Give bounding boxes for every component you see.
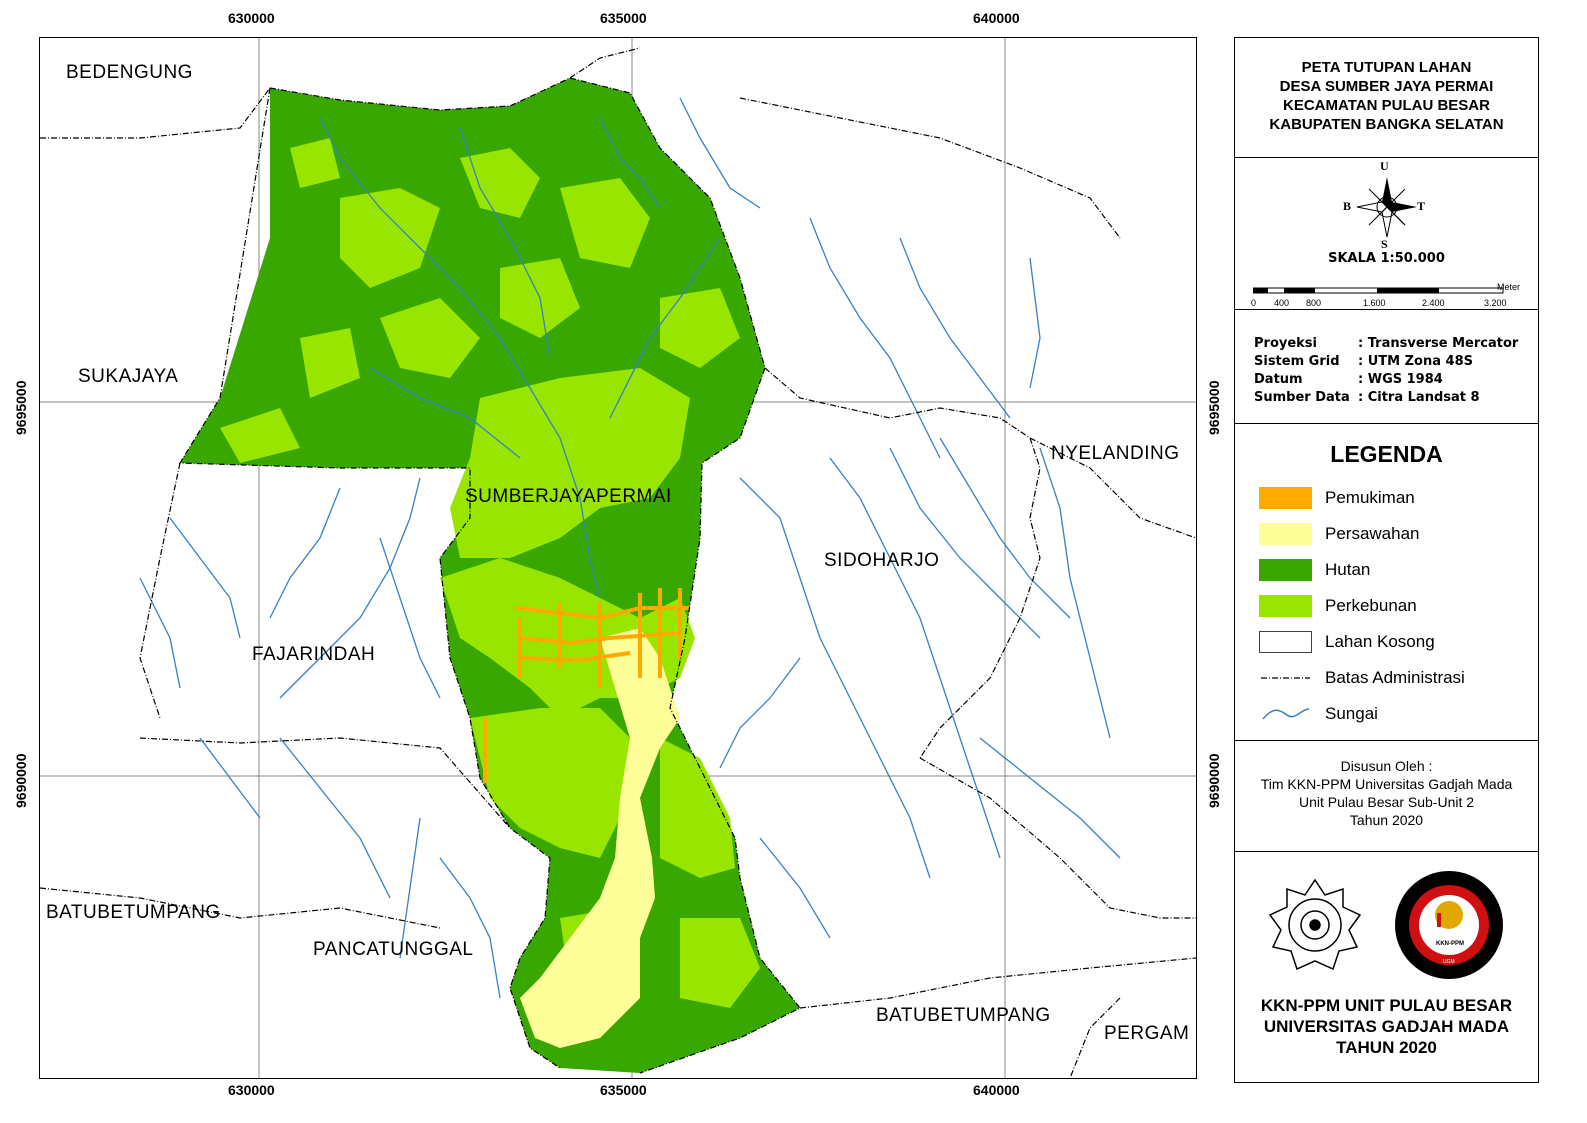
legend-swatch-lahan-kosong xyxy=(1259,631,1312,653)
map-title-line-2: DESA SUMBER JAYA PERMAI xyxy=(1279,78,1494,95)
legend-label: Batas Administrasi xyxy=(1325,668,1465,687)
scale-tick-2: 800 xyxy=(1306,298,1322,308)
ugm-logo-icon xyxy=(1268,878,1362,971)
coord-x-bottom-640000: 640000 xyxy=(973,1082,1020,1098)
land-cover-map xyxy=(40,38,1196,1078)
coord-x-bottom-635000: 635000 xyxy=(600,1082,647,1098)
map-title-line-3: KECAMATAN PULAU BESAR xyxy=(1283,97,1490,114)
place-sumberjayapermai: SUMBERJAYAPERMAI xyxy=(465,486,672,507)
coord-x-top-630000: 630000 xyxy=(228,10,275,26)
legend-item-batas-administrasi: Batas Administrasi xyxy=(1259,666,1465,690)
scale-text: SKALA 1:50.000 xyxy=(1328,251,1445,266)
scale-bar xyxy=(1253,287,1504,294)
legend-item-lahan-kosong: Lahan Kosong xyxy=(1259,630,1435,654)
organization-block: KKN-PPM UNIT PULAU BESAR UNIVERSITAS GAD… xyxy=(1235,995,1538,1058)
info-row-projection: Proyeksi : Transverse Mercator xyxy=(1254,335,1538,353)
map-frame[interactable]: BEDENGUNG SUKAJAYA NYELANDING SUMBERJAYA… xyxy=(39,37,1197,1079)
legend-label: Pemukiman xyxy=(1325,488,1415,507)
scale-tick-5: 3.200 xyxy=(1484,298,1507,308)
kkn-ppm-logo-icon xyxy=(1395,871,1503,979)
info-key: Sumber Data xyxy=(1254,390,1350,405)
compass-north: U xyxy=(1380,159,1389,173)
info-value: : Transverse Mercator xyxy=(1358,336,1519,351)
coord-y-left-9695000: 9695000 xyxy=(13,380,29,435)
info-row-datum: Datum : WGS 1984 xyxy=(1254,371,1538,389)
org-line-3: TAHUN 2020 xyxy=(1336,1038,1437,1057)
place-fajarindah: FAJARINDAH xyxy=(252,644,376,665)
map-info-panel: PETA TUTUPAN LAHAN DESA SUMBER JAYA PERM… xyxy=(1234,37,1539,1083)
admin-boundaries xyxy=(40,47,1196,1078)
credit-line-1: Disusun Oleh : xyxy=(1340,758,1433,774)
place-pergam: PERGAM xyxy=(1104,1023,1190,1044)
legend-swatch-hutan xyxy=(1259,559,1312,581)
logo-caption-kkn: KKN-PPM xyxy=(1436,941,1464,947)
legend-label: Sungai xyxy=(1325,704,1378,723)
compass-rose-icon xyxy=(1356,177,1417,238)
boundary-line-icon xyxy=(1261,677,1310,679)
legend-item-persawahan: Persawahan xyxy=(1259,522,1420,546)
river-line-icon xyxy=(1262,708,1310,720)
legend-item-perkebunan: Perkebunan xyxy=(1259,594,1417,618)
place-pancatunggal: PANCATUNGGAL xyxy=(313,939,474,960)
place-bedengung: BEDENGUNG xyxy=(66,62,193,83)
place-batubetumpang-south: BATUBETUMPANG xyxy=(876,1005,1051,1026)
legend-label: Lahan Kosong xyxy=(1325,632,1435,651)
compass-east: T xyxy=(1417,199,1426,213)
info-key: Datum xyxy=(1254,372,1303,387)
credit-line-3: Unit Pulau Besar Sub-Unit 2 xyxy=(1298,794,1475,810)
legend-label: Perkebunan xyxy=(1325,596,1417,615)
place-nyelanding: NYELANDING xyxy=(1051,443,1180,464)
logo-section: KKN-PPM UGM KKN-PPM UNIT PULAU BESAR UNI… xyxy=(1235,853,1538,1082)
credit-line-2: Tim KKN-PPM Universitas Gadjah Mada xyxy=(1260,776,1513,792)
scale-tick-3: 1.600 xyxy=(1363,298,1386,308)
info-value: : WGS 1984 xyxy=(1358,372,1443,387)
coord-x-top-635000: 635000 xyxy=(600,10,647,26)
scale-tick-1: 400 xyxy=(1274,298,1290,308)
legend-label: Persawahan xyxy=(1325,524,1420,543)
place-sidoharjo: SIDOHARJO xyxy=(824,550,940,571)
legend-item-sungai: Sungai xyxy=(1259,702,1378,726)
info-row-grid: Sistem Grid : UTM Zona 48S xyxy=(1254,353,1538,371)
info-key: Proyeksi xyxy=(1254,336,1318,351)
org-line-2: UNIVERSITAS GADJAH MADA xyxy=(1263,1017,1510,1036)
info-row-source: Sumber Data : Citra Landsat 8 xyxy=(1254,389,1538,407)
credit-line-4: Tahun 2020 xyxy=(1349,812,1424,828)
map-title-line-1: PETA TUTUPAN LAHAN xyxy=(1301,59,1472,76)
place-batubetumpang-west: BATUBETUMPANG xyxy=(46,902,221,923)
legend-label: Hutan xyxy=(1325,560,1371,579)
compass-west: B xyxy=(1343,199,1352,213)
logo-caption-ugm: UGM xyxy=(1443,959,1455,965)
info-key: Sistem Grid xyxy=(1254,354,1340,369)
info-value: : UTM Zona 48S xyxy=(1358,354,1473,369)
legend-swatch-pemukiman xyxy=(1259,487,1312,509)
coord-x-bottom-630000: 630000 xyxy=(228,1082,275,1098)
info-value: : Citra Landsat 8 xyxy=(1358,390,1480,405)
coord-x-top-640000: 640000 xyxy=(973,10,1020,26)
legend-title: LEGENDA xyxy=(1330,441,1443,467)
legend-item-hutan: Hutan xyxy=(1259,558,1370,582)
legend-item-pemukiman: Pemukiman xyxy=(1259,486,1415,510)
legend-swatch-persawahan xyxy=(1259,523,1312,545)
org-line-1: KKN-PPM UNIT PULAU BESAR xyxy=(1260,996,1513,1015)
map-title-line-4: KABUPATEN BANGKA SELATAN xyxy=(1269,116,1504,133)
projection-info-section: Proyeksi : Transverse Mercator Sistem Gri… xyxy=(1235,310,1538,424)
credit-section: Disusun Oleh : Tim KKN-PPM Universitas G… xyxy=(1235,741,1538,852)
compass-south: S xyxy=(1381,237,1388,251)
coord-y-right-9695000: 9695000 xyxy=(1206,380,1222,435)
paddy-fields xyxy=(520,628,680,1048)
rivers xyxy=(139,97,1121,999)
scale-unit: Meter xyxy=(1497,282,1521,292)
coord-y-right-9690000: 9690000 xyxy=(1206,753,1222,808)
title-section: PETA TUTUPAN LAHAN DESA SUMBER JAYA PERM… xyxy=(1235,38,1538,158)
compass-scale-section: U S B T SKALA 1:50.000 Meter 0 400 800 1… xyxy=(1235,159,1538,310)
scale-tick-4: 2.400 xyxy=(1422,298,1445,308)
scale-tick-0: 0 xyxy=(1251,298,1257,308)
legend-section: LEGENDA Pemukiman Persawahan Hutan Perke… xyxy=(1235,425,1538,741)
place-sukajaya: SUKAJAYA xyxy=(78,366,179,387)
legend-swatch-perkebunan xyxy=(1259,595,1312,617)
coord-y-left-9690000: 9690000 xyxy=(13,753,29,808)
settlement-lines xyxy=(483,588,690,783)
